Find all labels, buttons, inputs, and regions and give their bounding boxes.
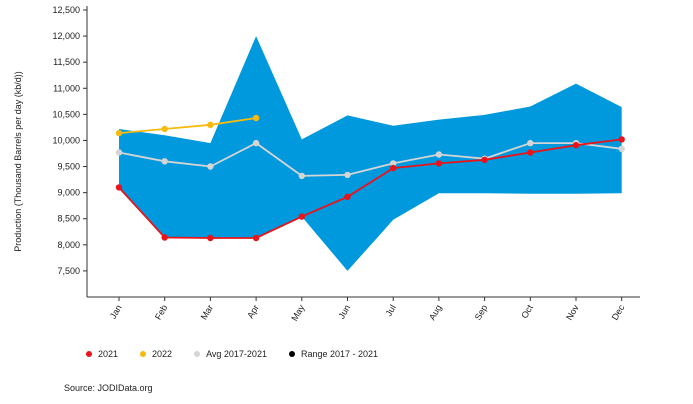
series-2022 <box>115 114 260 137</box>
data-point-avg-2017-2021[interactable] <box>115 149 123 156</box>
data-point-2021[interactable] <box>618 136 625 143</box>
data-point-2021[interactable] <box>298 213 305 220</box>
data-point-2021[interactable] <box>344 193 351 200</box>
x-tick-label: Nov <box>564 303 581 322</box>
y-tick-label: 7,500 <box>57 266 80 276</box>
data-point-2021[interactable] <box>481 156 488 163</box>
x-tick-label: May <box>289 303 306 323</box>
x-tick-label: Apr <box>245 303 261 320</box>
legend-marker-icon <box>86 351 92 357</box>
series-layer <box>115 114 625 242</box>
legend-marker-icon <box>194 351 201 357</box>
data-point-2022[interactable] <box>207 121 214 128</box>
y-tick-label: 8,000 <box>57 240 80 250</box>
data-point-avg-2017-2021[interactable] <box>207 163 214 170</box>
data-point-2021[interactable] <box>527 149 534 156</box>
y-tick-label: 11,000 <box>53 83 80 93</box>
data-point-avg-2017-2021[interactable] <box>435 151 443 158</box>
data-point-2022[interactable] <box>115 129 123 137</box>
y-tick-label: 8,500 <box>57 214 80 224</box>
data-point-2022[interactable] <box>252 114 260 122</box>
series-line-2022 <box>118 117 257 134</box>
legend-label: 2022 <box>152 349 173 359</box>
legend-label: 2021 <box>98 349 119 359</box>
y-tick-label: 11,500 <box>53 57 80 67</box>
x-tick-label: Sep <box>473 303 490 322</box>
x-tick-label: Jan <box>108 303 124 321</box>
y-tick-label: 12,000 <box>52 31 80 41</box>
legend-marker-icon <box>288 351 295 357</box>
range-band <box>119 36 622 271</box>
legend-marker-icon <box>140 351 147 357</box>
x-tick-label: Oct <box>519 303 535 321</box>
legend-item-2021[interactable]: 2021 <box>86 349 118 359</box>
series-line-avg-2017-2021 <box>118 142 622 177</box>
legend-item-avg[interactable]: Avg 2017-2021 <box>194 349 267 359</box>
legend-item-2022[interactable]: 2022 <box>140 349 172 359</box>
data-point-2021[interactable] <box>207 234 214 242</box>
source-note: Source: JODIData.org <box>64 383 153 393</box>
data-point-2021[interactable] <box>252 234 260 242</box>
legend-item-range[interactable]: Range 2017 - 2021 <box>288 349 379 359</box>
y-tick-label: 10,500 <box>52 109 80 119</box>
x-tick-label: Feb <box>153 303 169 321</box>
x-tick-label: Jul <box>384 303 398 318</box>
y-tick-label: 9,000 <box>57 188 80 198</box>
series-2021 <box>115 136 625 242</box>
y-tick-label: 12,500 <box>52 5 80 15</box>
data-point-avg-2017-2021[interactable] <box>298 172 305 180</box>
data-point-avg-2017-2021[interactable] <box>252 139 260 147</box>
data-point-2022[interactable] <box>161 125 168 133</box>
data-point-avg-2017-2021[interactable] <box>618 145 625 152</box>
y-tick-label: 10,000 <box>52 135 80 145</box>
data-point-avg-2017-2021[interactable] <box>161 158 168 165</box>
x-tick-label: Aug <box>427 303 444 322</box>
data-point-2021[interactable] <box>161 234 168 241</box>
data-point-avg-2017-2021[interactable] <box>390 160 397 167</box>
data-point-avg-2017-2021[interactable] <box>344 171 351 179</box>
legend: 2021 2022 Avg 2017-2021 Range 2017 - 202… <box>86 349 400 359</box>
series-line-2021 <box>118 138 622 239</box>
x-tick-label: Mar <box>199 303 215 321</box>
x-tick-label: Dec <box>610 303 627 322</box>
data-point-2021[interactable] <box>572 142 580 149</box>
legend-label: Range 2017 - 2021 <box>300 349 379 359</box>
data-point-2021[interactable] <box>115 184 123 191</box>
y-tick-label: 9,500 <box>57 162 80 172</box>
x-tick-label: Jun <box>336 303 352 321</box>
data-point-2021[interactable] <box>390 164 397 172</box>
data-point-2021[interactable] <box>435 160 443 167</box>
range-band-layer <box>119 36 622 271</box>
data-point-avg-2017-2021[interactable] <box>527 139 534 147</box>
legend-label: Avg 2017-2021 <box>206 349 267 359</box>
y-axis-title: Production (Thousand Barrels per day (kb… <box>13 71 23 252</box>
